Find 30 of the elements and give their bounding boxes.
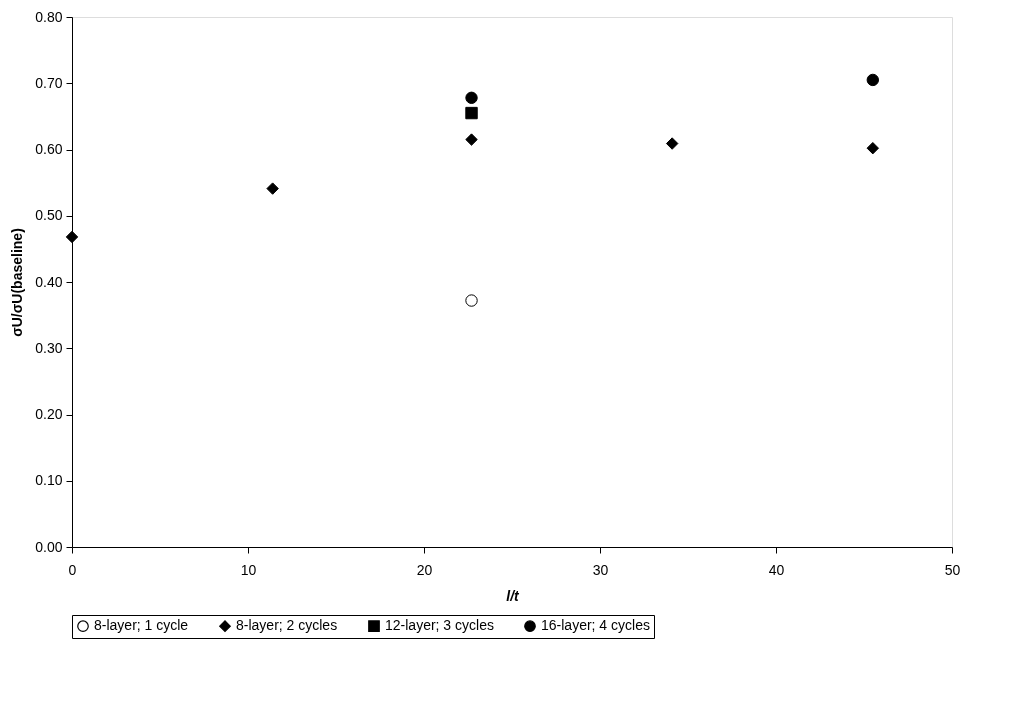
y-tick-label: 0.20 (35, 406, 63, 422)
y-tick-label: 0.50 (35, 207, 63, 224)
point (866, 141, 879, 155)
point (465, 106, 478, 120)
y-axis-title: σU/σU(baseline) (9, 228, 26, 337)
point (465, 133, 478, 146)
point (465, 91, 478, 105)
y-tick-label: 0.60 (35, 141, 63, 157)
legend-label: 16-layer; 4 cycles (541, 617, 650, 634)
x-tick-label: 0 (68, 561, 77, 578)
x-tick-label: 50 (944, 561, 961, 578)
point (465, 294, 478, 307)
x-axis-title: l/t (506, 587, 521, 604)
x-tick-label: 40 (768, 561, 785, 578)
y-tick-label: 0.00 (35, 538, 63, 555)
legend-label: 8-layer; 2 cycles (236, 617, 338, 634)
legend-label: 8-layer; 1 cycle (94, 617, 189, 634)
y-tick-label: 0.30 (35, 339, 63, 356)
legend-label: 12-layer; 3 cycles (385, 617, 494, 634)
y-tick-label: 0.80 (35, 8, 63, 25)
y-tick-label: 0.10 (35, 472, 63, 489)
point (665, 137, 679, 150)
point (866, 73, 879, 87)
x-tick-label: 30 (592, 561, 609, 578)
point (65, 230, 79, 244)
point (266, 182, 279, 195)
x-tick-label: 20 (416, 561, 433, 578)
y-tick-label: 0.70 (35, 74, 63, 91)
y-tick-label: 0.40 (35, 273, 63, 290)
x-tick-label: 10 (240, 561, 257, 578)
